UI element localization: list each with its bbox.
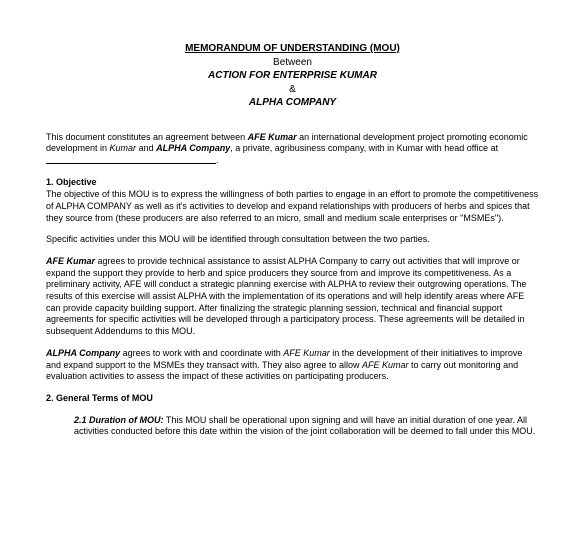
objective-head: 1. Objective [46,177,539,189]
duration-paragraph: 2.1 Duration of MOU: This MOU shall be o… [74,415,539,438]
blank-fill-line [46,163,216,164]
alpha-lead: ALPHA Company [46,348,120,358]
afe-lead: AFE Kumar [46,256,95,266]
intro-period: . [216,155,219,165]
duration-head: 2.1 Duration of MOU: [74,415,164,425]
afe-paragraph: AFE Kumar agrees to provide technical as… [46,256,539,338]
afe-rest: agrees to provide technical assistance t… [46,256,526,336]
heading-amp: & [46,83,539,97]
intro-t4: , a private, agribusiness company, with … [230,143,498,153]
heading-party1: ACTION FOR ENTERPRISE KUMAR [46,69,539,83]
alpha-afe2: AFE Kumar [362,360,409,370]
intro-afe: AFE Kumar [248,132,297,142]
intro-kumar: Kumar [110,143,137,153]
alpha-t1: agrees to work with and coordinate with [120,348,283,358]
intro-t3: and [136,143,156,153]
intro-paragraph: This document constitutes an agreement b… [46,132,539,167]
heading-block: MEMORANDUM OF UNDERSTANDING (MOU) Betwee… [46,42,539,110]
heading-between: Between [46,56,539,70]
intro-t1: This document constitutes an agreement b… [46,132,248,142]
alpha-afe1: AFE Kumar [283,348,330,358]
alpha-paragraph: ALPHA Company agrees to work with and co… [46,348,539,383]
objective-p2: Specific activities under this MOU will … [46,234,539,246]
doc-title: MEMORANDUM OF UNDERSTANDING (MOU) [46,42,539,56]
document-page: MEMORANDUM OF UNDERSTANDING (MOU) Betwee… [0,0,585,545]
objective-p1: The objective of this MOU is to express … [46,189,539,224]
intro-alpha: ALPHA Company [156,143,230,153]
heading-party2: ALPHA COMPANY [46,96,539,110]
terms-head: 2. General Terms of MOU [46,393,539,405]
body: This document constitutes an agreement b… [46,132,539,438]
